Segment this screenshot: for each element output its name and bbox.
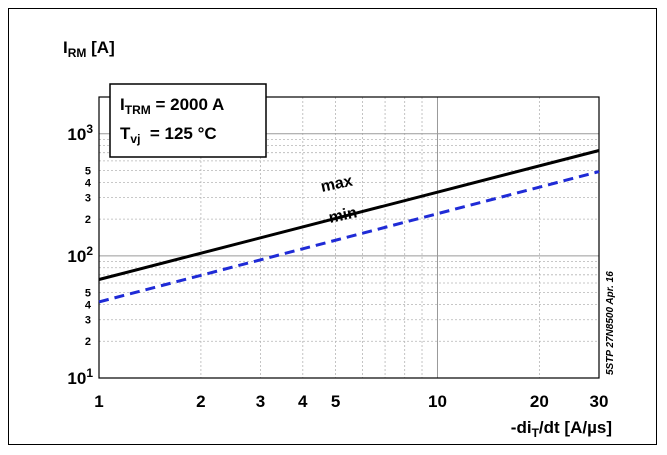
series-line-max	[98, 149, 600, 281]
series-line-min	[98, 170, 600, 304]
x-tick-label: 4	[298, 392, 308, 411]
y-tick-label: 103	[67, 122, 93, 144]
y-tick-label: 2	[85, 214, 91, 226]
y-tick-label: 101	[67, 366, 93, 388]
x-tick-label: 20	[530, 392, 549, 411]
y-tick-label: 5	[85, 166, 91, 178]
y-tick-label: 2	[85, 336, 91, 348]
x-tick-label: 5	[331, 392, 340, 411]
conditions-box: ITRM = 2000 A Tvj = 125 °C	[109, 83, 267, 158]
y-tick-label: 3	[85, 193, 91, 205]
part-number-label: 5STP 27N8500 Apr. 16	[605, 271, 616, 375]
y-tick-label: 5	[85, 288, 91, 300]
y-tick-label: 3	[85, 315, 91, 327]
chart-frame	[8, 8, 657, 445]
x-tick-label: 2	[196, 392, 205, 411]
series-label-max: max	[319, 173, 354, 196]
y-tick-label: 4	[85, 177, 92, 189]
plot-area	[98, 96, 600, 379]
x-tick-label: 3	[256, 392, 265, 411]
x-axis-label: -diT/dt [A/µs]	[511, 418, 612, 440]
grid	[99, 97, 599, 378]
y-tick-label: 4	[85, 299, 92, 311]
x-tick-label: 1	[94, 392, 103, 411]
series-group: max min	[98, 149, 600, 304]
condition-current: ITRM = 2000 A	[120, 95, 224, 117]
condition-temperature: Tvj = 125 °C	[120, 124, 217, 146]
x-tick-label: 10	[428, 392, 447, 411]
y-axis-label: IRM [A]	[63, 38, 115, 60]
x-tick-label: 30	[590, 392, 609, 411]
y-tick-label: 102	[67, 244, 93, 266]
series-label-min: min	[327, 204, 358, 227]
